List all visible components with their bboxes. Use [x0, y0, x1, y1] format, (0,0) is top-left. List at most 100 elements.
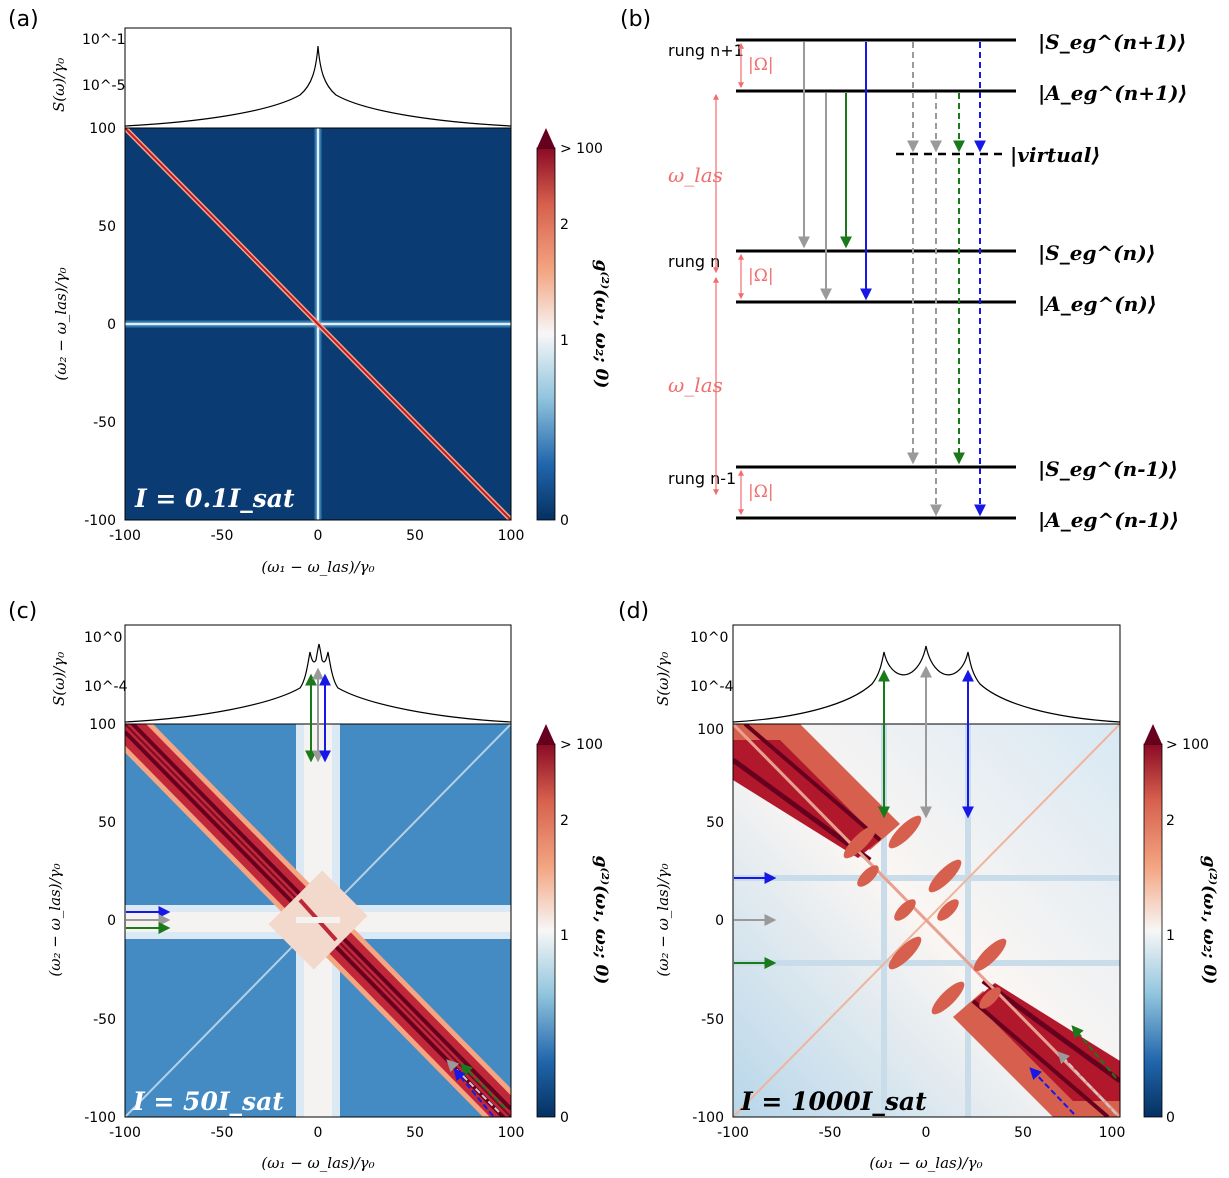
y-axis-label-c: (ω₂ − ω_las)/γ₀: [46, 863, 64, 976]
panel-a: (a) 10^-1 10^-5 S(ω)/γ₀ I = 0.1I_sat -10…: [8, 7, 611, 576]
colorbar-tick-c-1: 2: [560, 813, 569, 829]
arrow-gray-diagonal-d: [1057, 1051, 1117, 1115]
y-ticks-c: 100 50 0 -50 -100: [84, 717, 116, 1126]
arrow-green-diagonal-d: [1071, 1025, 1117, 1079]
y-tick-c-0: 100: [89, 717, 116, 733]
y-tick-a-0: 100: [89, 121, 116, 137]
x-tick-a-2: 0: [314, 528, 323, 544]
colorbar-tick-d-2: 1: [1166, 928, 1175, 944]
y-tick-c-4: -100: [84, 1110, 116, 1126]
arrow-blue-diagonal-d: [1029, 1067, 1075, 1115]
y-tick-a-1: 50: [98, 219, 116, 235]
colorbar-tick-c-2: 1: [560, 928, 569, 944]
panel-label-c: (c): [8, 599, 37, 624]
colorbar-tick-a-2: 1: [560, 333, 569, 349]
x-tick-c-3: 50: [406, 1125, 424, 1141]
spectrum-tick-c-1: 10^-4: [84, 679, 128, 695]
spectrum-tick-c-0: 10^0: [84, 630, 122, 646]
spectrum-curve-d: [732, 645, 1121, 723]
state-S-n: |S_eg^(n)⟩: [1038, 241, 1156, 265]
heatmap-a: [125, 128, 511, 520]
x-tick-c-2: 0: [314, 1125, 323, 1141]
arrow-green-diagonal-c: [460, 1063, 506, 1109]
y-tick-c-2: 0: [107, 913, 116, 929]
panel-label-d: (d): [618, 599, 649, 624]
colorbar-d: > 100 2 1 0 g⁽²⁾(ω₁, ω₂; 0): [1143, 724, 1219, 1126]
colorbar-tick-a-3: 0: [560, 513, 569, 529]
spectrum-frame-a: [124, 27, 512, 129]
rung-label-n: rung n: [668, 252, 720, 271]
intensity-label-c: I = 50I_sat: [132, 1087, 284, 1116]
rung-label-n-1: rung n-1: [668, 469, 736, 488]
state-A-n+1: |A_eg^(n+1)⟩: [1038, 81, 1188, 105]
y-tick-d-1: 50: [706, 815, 724, 831]
y-axis-label-d: (ω₂ − ω_las)/γ₀: [654, 863, 672, 976]
x-tick-a-3: 50: [406, 528, 424, 544]
colorbar-tick-a-1: 2: [560, 217, 569, 233]
x-tick-c-0: -100: [109, 1125, 141, 1141]
y-tick-d-3: -50: [701, 1012, 724, 1028]
omega-las-label-1: ω_las: [668, 163, 723, 187]
x-ticks-d: -100 -50 0 50 100: [717, 1125, 1125, 1141]
state-A-n-1: |A_eg^(n-1)⟩: [1038, 508, 1179, 532]
arrow-blue-diagonal-c: [453, 1068, 494, 1117]
state-A-n: |A_eg^(n)⟩: [1038, 292, 1157, 316]
spectrum-tick-a-0: 10^-1: [82, 32, 126, 48]
x-tick-d-0: -100: [717, 1125, 749, 1141]
colorbar-tick-d-0: > 100: [1166, 737, 1209, 753]
x-tick-c-1: -50: [211, 1125, 234, 1141]
panel-b: (b) |S_eg^(n+1)⟩ |A_eg^(n+1)⟩ |virtual⟩ …: [620, 7, 1188, 532]
colorbar-tick-d-1: 2: [1166, 813, 1175, 829]
spectrum-tick-d-0: 10^0: [690, 630, 728, 646]
x-ticks-c: -100 -50 0 50 100: [109, 1125, 524, 1141]
colorbar-tick-a-0: > 100: [560, 141, 603, 157]
panel-label-a: (a): [8, 7, 39, 32]
omega-las-label-2: ω_las: [668, 373, 723, 397]
x-axis-label-c: (ω₁ − ω_las)/γ₀: [261, 1154, 374, 1172]
colorbar-tick-d-3: 0: [1166, 1110, 1175, 1126]
colorbar-c: > 100 2 1 0 g⁽²⁾(ω₁, ω₂; 0): [536, 724, 611, 1126]
heatmap-c: [125, 724, 511, 1117]
y-tick-c-1: 50: [98, 815, 116, 831]
y-tick-d-2: 0: [715, 913, 724, 929]
colorbar-tick-c-0: > 100: [560, 737, 603, 753]
intensity-label-a: I = 0.1I_sat: [134, 484, 295, 513]
rabi-label-2: |Ω|: [748, 266, 774, 286]
colorbar-label-c: g⁽²⁾(ω₁, ω₂; 0): [591, 856, 611, 985]
spectrum-ylabel-c: S(ω)/γ₀: [50, 652, 68, 706]
y-tick-a-4: -100: [84, 513, 116, 529]
spectrum-curve-c: [124, 643, 512, 723]
y-tick-c-3: -50: [93, 1012, 116, 1028]
panel-d: (d) 10^0 10^-4 S(ω)/γ₀: [618, 599, 1219, 1172]
y-axis-label-a: (ω₂ − ω_las)/γ₀: [52, 267, 70, 380]
spectrum-ylabel-a: S(ω)/γ₀: [50, 58, 68, 112]
arrow-gray-diagonal-c: [446, 1059, 500, 1113]
rabi-label-1: |Ω|: [748, 55, 774, 75]
intensity-label-d: I = 1000I_sat: [740, 1087, 927, 1116]
y-tick-a-3: -50: [93, 415, 116, 431]
y-ticks-d: 100 50 0 -50 -100: [692, 722, 724, 1126]
colorbar-tick-c-3: 0: [560, 1110, 569, 1126]
rabi-label-3: |Ω|: [748, 482, 774, 502]
rung-label-n+1: rung n+1: [668, 41, 744, 60]
y-ticks-a: 100 50 0 -50 -100: [84, 121, 116, 529]
x-tick-a-0: -100: [109, 528, 141, 544]
x-tick-c-4: 100: [498, 1125, 525, 1141]
panel-c: (c) 10^0 10^-4 S(ω)/γ₀ I = 50I_sat: [8, 599, 611, 1172]
x-tick-d-2: 0: [922, 1125, 931, 1141]
state-S-n+1: |S_eg^(n+1)⟩: [1038, 30, 1186, 54]
y-tick-d-4: -100: [692, 1110, 724, 1126]
x-tick-d-1: -50: [819, 1125, 842, 1141]
colorbar-label-d: g⁽²⁾(ω₁, ω₂; 0): [1199, 856, 1219, 985]
y-tick-d-0: 100: [697, 722, 724, 738]
x-tick-d-4: 100: [1099, 1125, 1126, 1141]
panel-label-b: (b): [620, 7, 651, 32]
spectrum-ylabel-d: S(ω)/γ₀: [654, 652, 672, 706]
x-ticks-a: -100 -50 0 50 100: [109, 528, 524, 544]
x-axis-label-a: (ω₁ − ω_las)/γ₀: [261, 558, 374, 576]
state-S-n-1: |S_eg^(n-1)⟩: [1038, 457, 1178, 481]
x-tick-a-1: -50: [211, 528, 234, 544]
x-axis-label-d: (ω₁ − ω_las)/γ₀: [869, 1154, 982, 1172]
spectrum-tick-a-1: 10^-5: [82, 78, 126, 94]
